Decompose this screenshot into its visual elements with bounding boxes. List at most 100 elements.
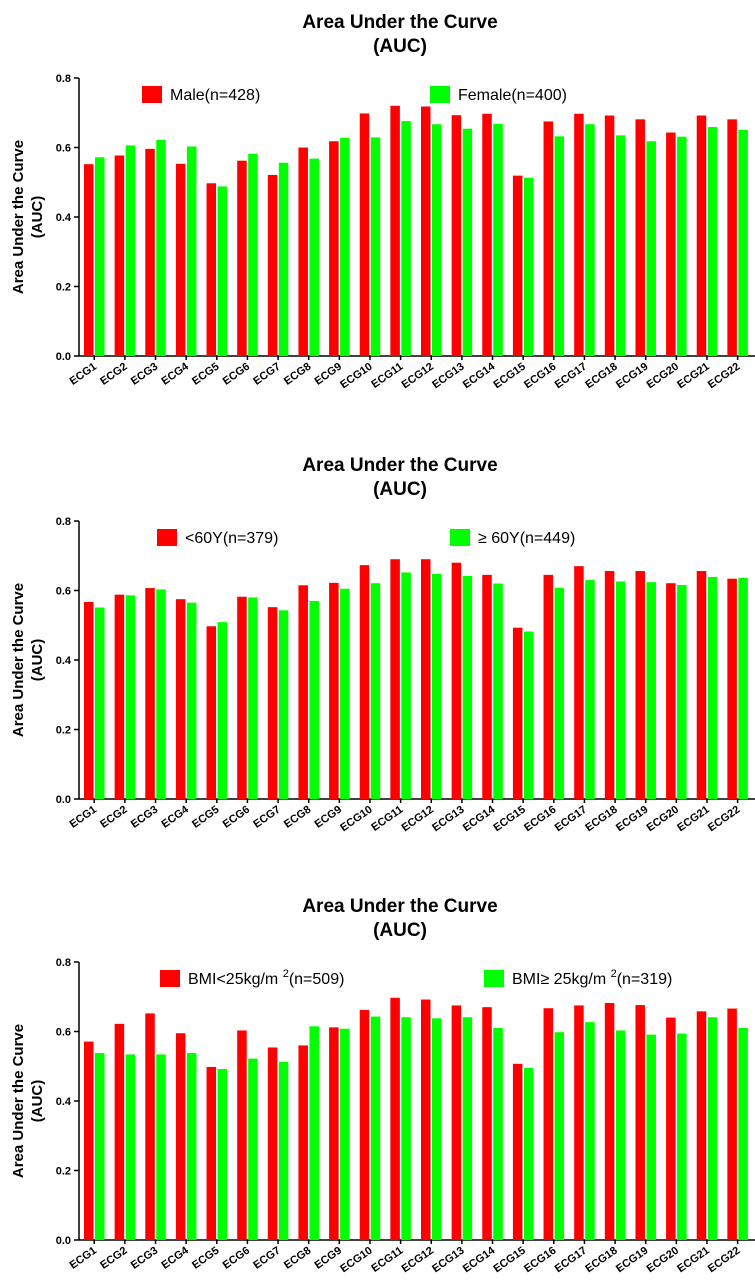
bar-red-ecg17	[574, 113, 584, 356]
x-tick-label: ECG16	[522, 1245, 558, 1276]
bar-red-ecg11	[390, 997, 400, 1240]
bar-red-ecg5	[206, 183, 217, 356]
bar-red-ecg5	[206, 626, 217, 799]
bar-red-ecg13	[451, 1005, 462, 1240]
bar-green-ecg15	[523, 1067, 534, 1240]
y-axis-label: Area Under the Curve	[10, 1024, 27, 1178]
bar-green-ecg3	[156, 589, 166, 799]
x-tick-label: ECG7	[251, 1245, 282, 1272]
bar-red-ecg6	[237, 1030, 247, 1240]
bar-green-ecg13	[462, 128, 473, 356]
x-tick-label: ECG19	[614, 804, 650, 835]
x-tick-label: ECG21	[675, 804, 711, 835]
bar-red-ecg13	[451, 562, 462, 799]
bar-green-ecg21	[707, 576, 718, 799]
legend-label: <60Y(n=379)	[185, 530, 278, 547]
x-tick-label: ECG18	[583, 1245, 619, 1276]
bar-red-ecg21	[696, 571, 707, 799]
bar-green-ecg8	[309, 158, 319, 356]
y-tick-label: 0.2	[56, 725, 71, 737]
x-tick-label: ECG13	[430, 804, 466, 835]
bar-green-ecg18	[615, 135, 626, 356]
x-tick-label: ECG14	[461, 803, 498, 834]
bar-green-ecg7	[278, 610, 289, 799]
x-tick-label: ECG21	[675, 1245, 711, 1276]
x-tick-label: ECG1	[68, 1245, 99, 1272]
bar-green-ecg3	[156, 1054, 166, 1240]
bar-green-ecg12	[432, 124, 442, 356]
x-tick-label: ECG19	[614, 1245, 650, 1276]
bar-red-ecg9	[329, 1027, 339, 1240]
legend-label: BMI≥ 25kg/m 2(n=319)	[512, 968, 672, 988]
x-tick-label: ECG6	[221, 1245, 252, 1272]
bar-red-ecg10	[359, 113, 370, 356]
bar-red-ecg12	[421, 559, 431, 799]
bar-red-ecg12	[421, 106, 431, 357]
x-tick-label: ECG16	[522, 804, 558, 835]
y-tick-label: 0.4	[56, 655, 72, 667]
bar-green-ecg16	[554, 1032, 565, 1240]
x-tick-label: ECG7	[251, 361, 282, 388]
bar-red-ecg21	[696, 115, 707, 356]
bar-green-ecg10	[370, 583, 381, 799]
x-tick-label: ECG5	[190, 804, 221, 831]
bar-green-ecg4	[186, 146, 197, 356]
y-tick-label: 0.2	[56, 282, 71, 294]
bar-red-ecg19	[635, 571, 645, 799]
x-tick-label: ECG6	[221, 804, 252, 831]
bar-red-ecg9	[329, 582, 339, 799]
x-tick-label: ECG2	[98, 804, 129, 831]
x-tick-label: ECG5	[190, 1245, 221, 1272]
bar-green-ecg7	[278, 1061, 289, 1240]
bar-red-ecg7	[267, 607, 278, 799]
legend-swatch-green	[430, 86, 450, 103]
bar-green-ecg17	[585, 124, 595, 356]
y-axis-label-unit: (AUC)	[29, 639, 46, 682]
x-tick-label: ECG11	[369, 361, 405, 391]
x-tick-label: ECG4	[159, 1244, 191, 1272]
x-tick-label: ECG20	[645, 804, 681, 835]
bar-red-ecg18	[604, 571, 615, 799]
bar-red-ecg22	[727, 578, 737, 799]
bar-red-ecg3	[145, 588, 155, 799]
legend-label: ≥ 60Y(n=449)	[478, 530, 575, 547]
x-tick-label: ECG1	[68, 361, 99, 388]
bar-red-ecg7	[267, 1047, 278, 1240]
bar-green-ecg22	[738, 1028, 748, 1240]
chart-subtitle: (AUC)	[373, 36, 427, 57]
bar-green-ecg21	[707, 126, 718, 356]
y-tick-label: 0.8	[56, 73, 71, 85]
bar-green-ecg9	[340, 1028, 350, 1240]
x-tick-label: ECG8	[282, 1245, 313, 1272]
y-axis-label-unit: (AUC)	[29, 1080, 46, 1123]
x-tick-label: ECG10	[338, 361, 374, 392]
x-tick-label: ECG5	[190, 361, 221, 388]
bar-green-ecg14	[493, 583, 503, 799]
x-tick-label: ECG17	[553, 804, 589, 835]
bar-green-ecg13	[462, 1017, 473, 1240]
bar-green-ecg21	[707, 1017, 718, 1240]
legend-swatch-green	[450, 529, 470, 546]
bar-red-ecg11	[390, 559, 400, 799]
bar-red-ecg16	[543, 121, 554, 356]
bar-red-ecg14	[482, 113, 492, 356]
y-tick-label: 0.4	[56, 212, 72, 224]
bar-green-ecg13	[462, 575, 473, 799]
y-tick-label: 0.8	[56, 957, 71, 969]
bar-green-ecg11	[401, 572, 411, 799]
x-tick-label: ECG8	[282, 361, 313, 388]
bar-green-ecg6	[248, 597, 258, 799]
bar-red-ecg19	[635, 119, 645, 356]
bar-green-ecg7	[278, 162, 289, 356]
bar-red-ecg2	[114, 155, 125, 356]
bar-green-ecg4	[186, 602, 197, 799]
x-tick-label: ECG15	[491, 804, 527, 835]
y-tick-label: 0.0	[56, 351, 71, 363]
bar-red-ecg2	[114, 594, 125, 799]
bar-green-ecg5	[217, 1069, 228, 1240]
bar-green-ecg11	[401, 1017, 411, 1240]
bar-red-ecg20	[666, 583, 676, 799]
bar-green-ecg20	[677, 584, 687, 799]
bar-green-ecg15	[523, 177, 534, 356]
